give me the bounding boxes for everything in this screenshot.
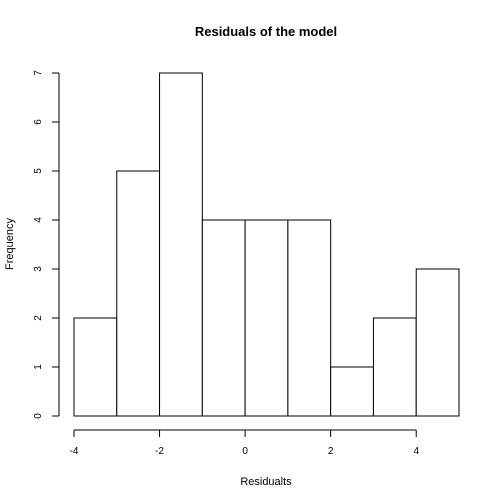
y-tick-label: 5 [33,168,44,174]
x-tick-label: -4 [70,446,79,457]
x-axis: -4 -2 0 2 4 [70,429,419,457]
x-tick-label: 0 [242,446,248,457]
x-tick-label: 2 [328,446,334,457]
y-tick-label: 0 [33,413,44,419]
chart-title: Residuals of the model [195,24,337,39]
histogram-bar-1 [116,170,161,417]
y-tick-label: 4 [33,217,44,223]
histogram-bar-5 [287,219,332,417]
x-tick-label: 4 [413,446,419,457]
histogram-bar-7 [372,317,417,417]
x-tick-label: -2 [155,446,164,457]
histogram-bar-6 [330,366,374,417]
histogram-bar-3 [201,219,246,417]
histogram-bar-4 [244,219,289,417]
histogram-bar-2 [159,72,203,417]
histogram-bar-8 [415,268,460,417]
y-tick-label: 2 [33,315,44,321]
x-axis-label: Residualts [240,476,292,488]
y-tick-label: 1 [33,364,44,370]
y-axis-label: Frequency [4,218,16,270]
y-tick-label: 6 [33,119,44,125]
y-tick-label: 3 [33,266,44,272]
histogram-bars [73,72,460,417]
y-axis: 0 1 2 3 4 5 6 7 [33,70,60,419]
y-tick-label: 7 [33,70,44,76]
histogram-bar-0 [73,317,118,417]
